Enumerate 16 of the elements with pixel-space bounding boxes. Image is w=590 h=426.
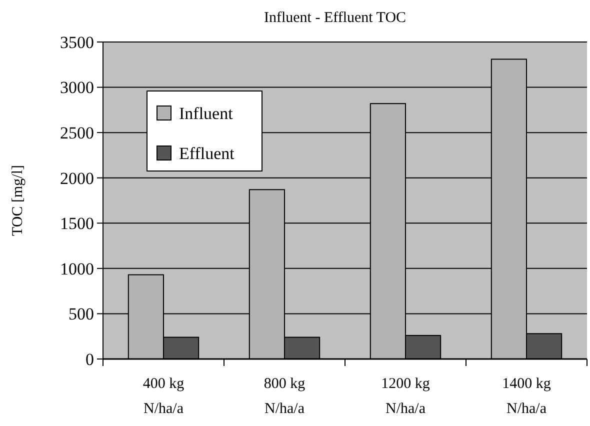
y-tick-label: 3500 [60, 32, 94, 52]
y-tick-label: 0 [86, 350, 94, 369]
y-tick-label: 1500 [60, 214, 94, 234]
x-tick-label: 800 kg N/ha/a [264, 376, 306, 417]
y-tick-label: 1000 [60, 259, 94, 278]
legend-label: Effluent [179, 144, 235, 163]
y-tick-label: 500 [68, 304, 94, 324]
y-tick-label: 2500 [60, 124, 94, 143]
x-tick-label: 1400 kg N/ha/a [502, 376, 552, 417]
legend-label: Influent [179, 104, 234, 123]
y-tick-label: 2000 [60, 168, 94, 188]
y-axis-title: TOC [mg/l] [10, 165, 26, 236]
y-tick-label: 3000 [60, 78, 94, 98]
chart-title: Influent - Effluent TOC [264, 10, 406, 26]
x-tick-label: 1200 kg N/ha/a [381, 376, 430, 417]
x-tick-label: 400 kg N/ha/a [142, 376, 185, 417]
